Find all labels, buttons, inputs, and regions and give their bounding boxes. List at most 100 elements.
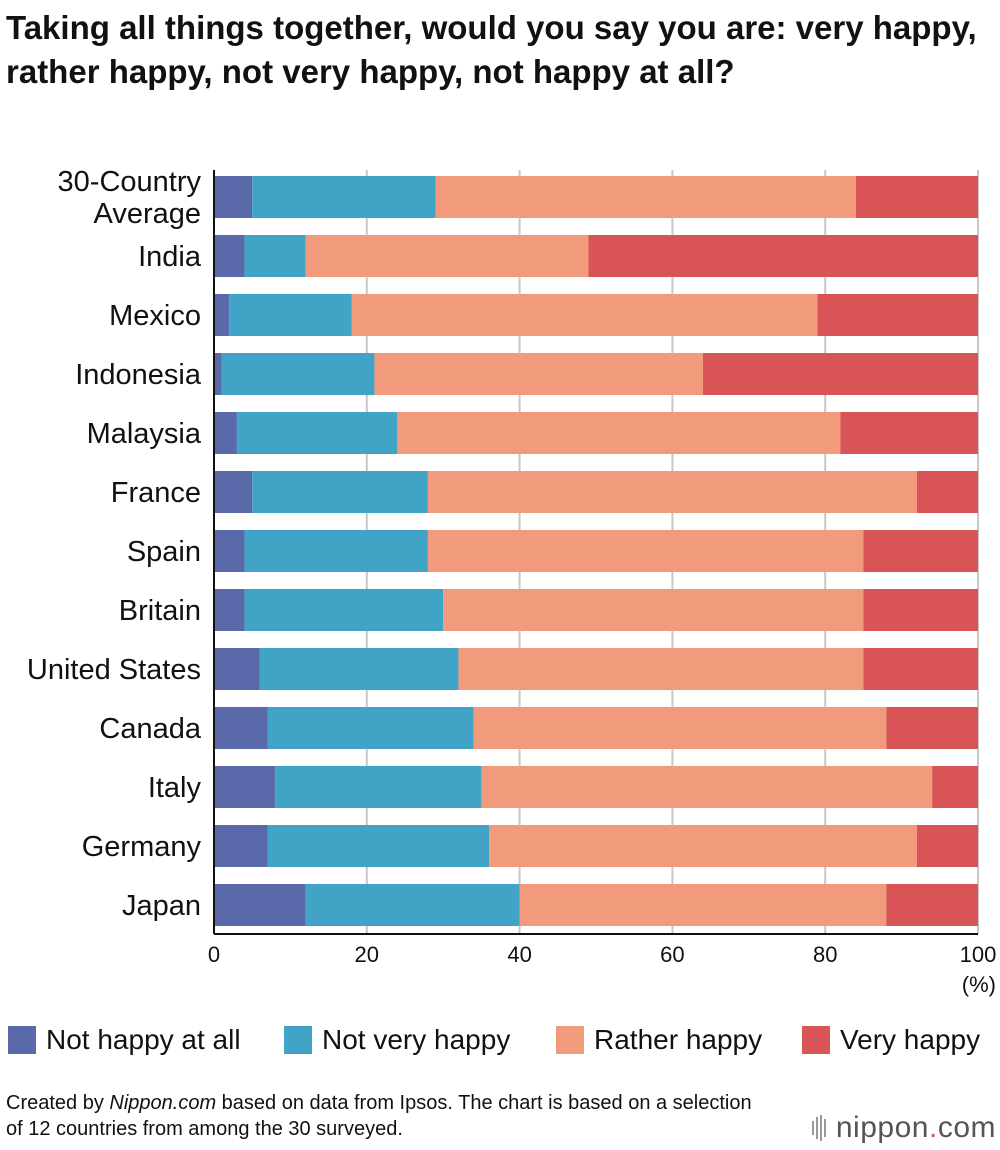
bar-france-not-very-happy <box>252 471 428 513</box>
x-tick-label-80: 80 <box>813 942 837 967</box>
bar-japan-not-happy-at-all <box>214 884 306 926</box>
category-label-japan: Japan <box>122 890 201 922</box>
bar-britain-rather-happy <box>443 589 864 631</box>
legend-item-rather-happy: Rather happy <box>556 1018 762 1062</box>
bar-japan-not-very-happy <box>305 884 520 926</box>
category-label-indonesia: Indonesia <box>75 359 202 391</box>
bar-spain-not-happy-at-all <box>214 530 245 572</box>
bar-japan-very-happy <box>886 884 978 926</box>
bar-indonesia-not-very-happy <box>221 353 375 395</box>
category-label-spain: Spain <box>127 536 201 568</box>
category-label-france: France <box>111 477 201 509</box>
bar-france-not-happy-at-all <box>214 471 253 513</box>
bar-mexico-very-happy <box>817 294 978 336</box>
legend-label-not-happy-at-all: Not happy at all <box>46 1024 241 1055</box>
bar-series <box>214 176 978 926</box>
bar-britain-not-very-happy <box>244 589 444 631</box>
bar-indonesia-very-happy <box>702 353 978 395</box>
bar-japan-rather-happy <box>519 884 887 926</box>
bar-30-country-average-rather-happy <box>435 176 856 218</box>
footnote-source-name: Nippon.com <box>109 1092 217 1114</box>
bar-britain-very-happy <box>863 589 978 631</box>
bar-canada-not-very-happy <box>267 707 474 749</box>
bar-germany-very-happy <box>916 825 978 867</box>
bar-mexico-not-very-happy <box>229 294 352 336</box>
bar-spain-very-happy <box>863 530 978 572</box>
bar-mexico-not-happy-at-all <box>214 294 230 336</box>
chart-legend: Not happy at all Not very happy Rather h… <box>8 1018 998 1062</box>
bar-germany-not-happy-at-all <box>214 825 268 867</box>
bar-malaysia-not-very-happy <box>236 412 398 454</box>
brand-dot: . <box>928 1111 938 1144</box>
brand-wordmark: nippon.com <box>836 1111 996 1145</box>
legend-item-not-very-happy: Not very happy <box>284 1018 510 1062</box>
bar-united-states-not-happy-at-all <box>214 648 260 690</box>
bar-indonesia-rather-happy <box>374 353 703 395</box>
bar-spain-rather-happy <box>427 530 864 572</box>
category-label-italy: Italy <box>148 772 202 804</box>
category-label-30-country-average-line-2: Average <box>94 198 202 230</box>
bar-malaysia-rather-happy <box>397 412 841 454</box>
legend-label-not-very-happy: Not very happy <box>322 1024 511 1055</box>
bar-spain-not-very-happy <box>244 530 428 572</box>
bar-30-country-average-not-happy-at-all <box>214 176 253 218</box>
bar-canada-rather-happy <box>473 707 887 749</box>
bar-mexico-rather-happy <box>351 294 818 336</box>
bar-germany-not-very-happy <box>267 825 490 867</box>
category-label-30-country-average-line-1: 30-Country <box>58 166 202 198</box>
bar-france-very-happy <box>916 471 978 513</box>
legend-label-very-happy: Very happy <box>840 1024 981 1055</box>
bar-italy-very-happy <box>932 766 978 808</box>
category-label-malaysia: Malaysia <box>87 418 202 450</box>
category-label-mexico: Mexico <box>109 300 201 332</box>
footnote-text-start: Created by <box>6 1092 110 1114</box>
legend-item-very-happy: Very happy <box>802 1018 980 1062</box>
bar-britain-not-happy-at-all <box>214 589 245 631</box>
brand-name: nippon <box>835 1111 929 1144</box>
category-label-germany: Germany <box>82 831 202 863</box>
category-label-india: India <box>138 241 202 273</box>
legend-swatch-rather-happy <box>556 1026 584 1054</box>
x-tick-label-40: 40 <box>507 942 531 967</box>
x-tick-label-100: 100 <box>960 942 997 967</box>
chart-title: Taking all things together, would you sa… <box>6 9 977 90</box>
legend-swatch-not-happy-at-all <box>8 1026 36 1054</box>
bar-canada-not-happy-at-all <box>214 707 268 749</box>
bar-malaysia-not-happy-at-all <box>214 412 237 454</box>
footnote-text-end: based on data from Ipsos. The chart is b… <box>6 1092 752 1140</box>
brand-tld: com <box>937 1111 996 1144</box>
bar-india-not-happy-at-all <box>214 235 245 277</box>
bar-italy-not-happy-at-all <box>214 766 276 808</box>
x-axis-unit: (%) <box>962 972 996 997</box>
bar-30-country-average-very-happy <box>855 176 978 218</box>
bar-france-rather-happy <box>427 471 917 513</box>
category-label-canada: Canada <box>99 713 201 745</box>
x-tick-label-0: 0 <box>208 942 220 967</box>
x-tick-label-60: 60 <box>660 942 684 967</box>
bar-india-rather-happy <box>305 235 589 277</box>
brand-logo: nippon.com <box>811 1108 996 1148</box>
bar-india-very-happy <box>588 235 978 277</box>
legend-label-rather-happy: Rather happy <box>594 1024 763 1055</box>
category-label-united-states: United States <box>27 654 201 686</box>
legend-swatch-not-very-happy <box>284 1026 312 1054</box>
legend-swatch-very-happy <box>802 1026 830 1054</box>
legend-item-not-happy-at-all: Not happy at all <box>8 1018 241 1062</box>
brand-bars-icon <box>811 1115 826 1141</box>
bar-united-states-not-very-happy <box>259 648 459 690</box>
bar-italy-rather-happy <box>481 766 933 808</box>
bar-canada-very-happy <box>886 707 978 749</box>
bar-italy-not-very-happy <box>275 766 482 808</box>
category-label-britain: Britain <box>119 595 201 627</box>
bar-united-states-rather-happy <box>458 648 864 690</box>
bar-30-country-average-not-very-happy <box>252 176 436 218</box>
bar-india-not-very-happy <box>244 235 306 277</box>
bar-indonesia-not-happy-at-all <box>214 353 222 395</box>
bar-malaysia-very-happy <box>840 412 978 454</box>
bar-germany-rather-happy <box>489 825 917 867</box>
x-tick-label-20: 20 <box>355 942 379 967</box>
bar-united-states-very-happy <box>863 648 978 690</box>
source-footnote: Created by Nippon.com based on data from… <box>6 1090 766 1142</box>
